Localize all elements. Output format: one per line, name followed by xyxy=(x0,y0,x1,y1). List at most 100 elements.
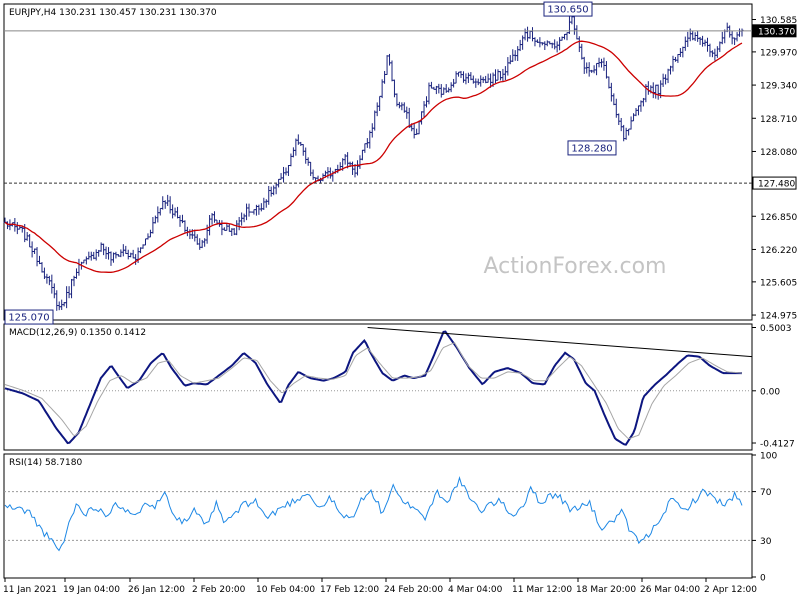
ohlc-bar xyxy=(225,223,229,231)
ohlc-bar xyxy=(180,214,184,224)
ohlc-bar xyxy=(602,57,606,71)
price-tick-label: 128.080 xyxy=(760,148,797,158)
ohlc-bar xyxy=(385,55,389,75)
ohlc-bar xyxy=(383,70,387,84)
ohlc-bar xyxy=(651,82,655,99)
ohlc-bar xyxy=(575,25,579,40)
ohlc-bar xyxy=(57,301,61,311)
ohlc-bar xyxy=(508,55,512,65)
ohlc-bar xyxy=(693,32,697,42)
ohlc-bar xyxy=(301,144,305,156)
ohlc-bar xyxy=(28,234,32,248)
macd-layer xyxy=(4,327,753,446)
time-tick-label: 2 Feb 20:00 xyxy=(192,585,246,595)
ohlc-bar xyxy=(176,206,180,219)
ohlc-bar xyxy=(30,241,34,258)
ohlc-bar xyxy=(607,76,611,89)
ohlc-bar xyxy=(526,26,530,42)
ohlc-bar xyxy=(146,233,150,240)
ohlc-bar xyxy=(656,84,660,100)
ohlc-bar xyxy=(259,203,263,212)
ohlc-bar xyxy=(289,153,293,167)
ohlc-bar xyxy=(35,247,39,267)
ohlc-bar xyxy=(294,138,298,156)
ohlc-bar xyxy=(168,196,172,214)
ohlc-bar xyxy=(582,56,586,74)
ohlc-bar xyxy=(400,102,404,111)
ohlc-bar xyxy=(257,204,261,215)
ohlc-bar xyxy=(661,73,665,87)
time-tick-label: 24 Feb 20:00 xyxy=(384,585,443,595)
ohlc-bar xyxy=(486,73,490,83)
time-tick-label: 19 Jan 04:00 xyxy=(63,585,120,595)
ohlc-bar xyxy=(449,82,453,93)
ohlc-bar xyxy=(464,73,468,85)
ohlc-bar xyxy=(713,48,717,61)
time-tick-label: 26 Mar 04:00 xyxy=(640,585,700,595)
ohlc-bar xyxy=(701,35,705,47)
ohlc-bar xyxy=(565,32,569,41)
ohlc-bar xyxy=(198,238,202,250)
ohlc-bar xyxy=(237,216,241,231)
ohlc-bar xyxy=(299,141,303,146)
ohlc-bar xyxy=(538,37,542,48)
ohlc-bar xyxy=(496,69,500,81)
time-tick-label: 10 Feb 04:00 xyxy=(256,585,315,595)
ohlc-bar xyxy=(666,68,670,84)
price-level-tag xyxy=(752,24,797,38)
ohlc-bar xyxy=(351,161,355,175)
ohlc-bar xyxy=(67,286,71,299)
ohlc-bar xyxy=(673,56,677,62)
ohlc-bar xyxy=(654,84,658,99)
ohlc-bar xyxy=(397,101,401,109)
ohlc-bar xyxy=(171,204,175,219)
ohlc-bar xyxy=(143,238,147,246)
ohlc-bar xyxy=(494,69,498,84)
price-tick-label: 129.340 xyxy=(760,82,797,92)
price-panel-title: EURJPY,H4 130.231 130.457 130.231 130.37… xyxy=(9,8,217,18)
ohlc-bar xyxy=(291,147,295,158)
rsi-panel-frame xyxy=(3,453,753,579)
ohlc-bar xyxy=(540,42,544,46)
price-tick-label: 125.605 xyxy=(760,278,797,288)
ohlc-bar xyxy=(600,58,604,68)
ohlc-bar xyxy=(498,71,502,81)
ohlc-bar xyxy=(267,185,271,205)
time-tick-label: 2 Apr 12:00 xyxy=(704,585,757,595)
ohlc-bar xyxy=(676,53,680,63)
ohlc-bar xyxy=(87,251,91,260)
ohlc-bar xyxy=(587,62,591,77)
annotation-box xyxy=(543,1,593,17)
macd-panel-frame xyxy=(3,323,753,451)
ohlc-bar xyxy=(107,247,111,260)
ohlc-bar xyxy=(363,143,367,153)
ohlc-bar xyxy=(503,66,507,81)
ohlc-bar xyxy=(412,123,416,139)
ohlc-bar xyxy=(119,249,123,258)
ohlc-bar xyxy=(636,105,640,116)
ohlc-bar xyxy=(681,46,685,58)
time-tick-label: 18 Mar 20:00 xyxy=(576,585,636,595)
annotation-label: 130.650 xyxy=(547,5,588,16)
macd-line xyxy=(4,330,742,446)
ohlc-bar xyxy=(609,82,613,102)
ohlc-bar xyxy=(279,173,283,180)
ohlc-bar xyxy=(461,71,465,83)
ohlc-bar xyxy=(264,199,268,208)
time-tick-label: 11 Jan 2021 xyxy=(3,585,57,595)
ohlc-bar xyxy=(338,162,342,171)
ohlc-bar xyxy=(161,196,165,210)
ohlc-bar xyxy=(40,262,44,273)
ohlc-bar xyxy=(245,203,249,221)
price-level-label: 127.480 xyxy=(758,180,795,190)
ohlc-bar xyxy=(358,155,362,169)
ohlc-bar xyxy=(65,286,69,309)
ohlc-bar xyxy=(738,28,742,37)
ohlc-bar xyxy=(553,39,557,50)
ohlc-bar xyxy=(558,37,562,51)
ohlc-bar xyxy=(683,36,687,51)
ohlc-bar xyxy=(163,200,167,209)
ohlc-bar xyxy=(629,116,633,130)
macd-tick-label: -0.4127 xyxy=(760,440,795,450)
macd-signal-line xyxy=(4,342,743,440)
